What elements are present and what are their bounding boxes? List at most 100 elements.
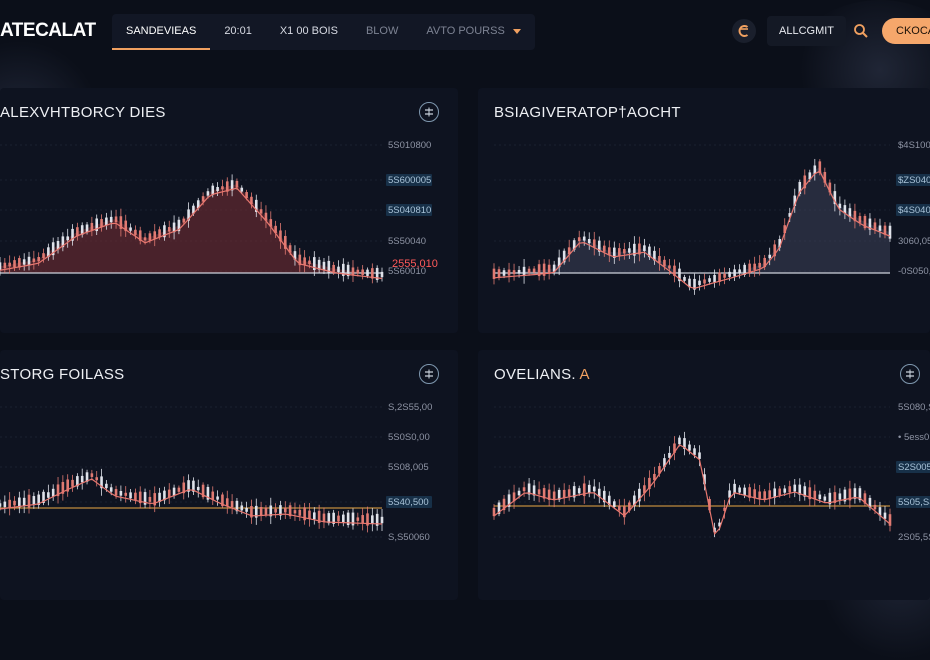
panel-settings-button[interactable] [419, 364, 439, 384]
candle-body [793, 484, 797, 492]
candle-body [748, 263, 751, 274]
candle-body [332, 512, 335, 524]
candle-body [158, 229, 161, 238]
candle-body [698, 280, 701, 286]
candle-body [172, 487, 176, 496]
candle-body [773, 488, 777, 498]
candle-body [80, 475, 84, 483]
candle-body [346, 264, 350, 277]
tab-1[interactable]: SANDEVIEAS [112, 14, 211, 50]
panel-settings-button[interactable] [419, 102, 439, 122]
candle-body [298, 254, 302, 266]
cta-button[interactable]: CKOCAO [882, 18, 930, 44]
candle-body [743, 487, 746, 495]
tab-2[interactable]: 20:01 [224, 25, 252, 37]
panel-title: ALEXVHTBORCY DIES [0, 104, 166, 121]
candle-body [196, 486, 200, 491]
candle-body [818, 494, 822, 500]
candle-body [308, 510, 311, 520]
candle-body [22, 497, 26, 506]
candlestick-chart[interactable]: S,2S55,00 5S0S0,00 5S08,005 5S40,500 S,S5006… [0, 350, 458, 600]
candle-body [134, 229, 137, 235]
candle-body [37, 256, 40, 262]
candle-body [76, 227, 79, 237]
candle-body [738, 269, 741, 274]
nav-tabs: SANDEVIEAS 20:01 X1 00 BOIS BLOW AVTO PO… [112, 14, 535, 50]
candle-body [492, 268, 496, 279]
candle-body [172, 222, 176, 233]
candle-body [71, 479, 74, 487]
candle-body [633, 495, 636, 507]
candle-body [264, 507, 268, 515]
candle-body [613, 501, 616, 507]
moving-average-line [0, 187, 383, 280]
panel-title-accent: A [579, 366, 590, 383]
candle-body [638, 243, 641, 255]
candle-body [308, 260, 311, 265]
candle-body [124, 220, 128, 232]
candle-body [828, 492, 832, 505]
candle-body [808, 487, 812, 500]
tab-5-dropdown[interactable]: AVTO POURSS [412, 14, 534, 50]
candle-body [269, 505, 273, 517]
candle-body [868, 218, 872, 230]
candle-body [56, 484, 60, 497]
candle-body [653, 473, 656, 481]
candle-body [813, 490, 817, 500]
candlestick-chart[interactable]: 5S010800 5S600005 5S040810 5S50040 5S6001025… [0, 88, 458, 333]
candlestick-chart[interactable]: 5S080,S0 • 5ess0,00 S2S005,00 5S05,SSO 2S05,… [478, 350, 930, 600]
candle-body [843, 205, 847, 214]
candle-body [375, 267, 379, 280]
candle-body [3, 262, 7, 269]
candle-body [254, 199, 258, 212]
candle-body [798, 181, 802, 194]
panel-title: STORG FOILASS [0, 366, 125, 383]
candle-body [497, 502, 501, 514]
brand-c-button[interactable] [732, 19, 756, 43]
candle-body [788, 486, 792, 493]
candle-body [643, 245, 646, 252]
candle-body [863, 215, 867, 229]
candle-body [888, 514, 892, 526]
candle-body [187, 480, 190, 492]
candle-body [703, 474, 706, 485]
chart-panel-3: STORG FOILASS S,2S55,00 5S0S0,00 5S08,005 5… [0, 350, 458, 600]
candle-body [109, 216, 113, 223]
candle-body [848, 488, 852, 501]
candle-body [567, 489, 571, 497]
candle-body [607, 247, 611, 256]
tab-4[interactable]: BLOW [365, 25, 399, 37]
price-label: S,S50060 [388, 532, 430, 543]
candle-body [793, 195, 797, 206]
candle-body [298, 509, 302, 516]
candle-body [803, 175, 807, 189]
candle-body [313, 512, 316, 520]
candle-body [858, 216, 862, 223]
candle-body [71, 228, 74, 241]
candle-body [148, 233, 152, 241]
candle-body [502, 270, 506, 276]
candle-body [868, 497, 872, 508]
candlestick-chart[interactable]: $4S10010 $ZS04000 $4S040S0 3060,05 -0S050,50… [478, 88, 930, 333]
candle-body [823, 496, 827, 501]
candle-body [138, 491, 142, 504]
candle-body [351, 267, 355, 275]
account-button[interactable]: ALLCGMIT [767, 16, 847, 46]
price-label: $4S040S0 [898, 205, 930, 216]
candle-body [279, 505, 282, 516]
panel-settings-button[interactable] [900, 364, 920, 384]
candle-body [356, 517, 360, 521]
candle-body [342, 514, 345, 523]
candle-body [728, 271, 731, 277]
search-button[interactable] [849, 19, 873, 43]
app-logo: ATECALAT [0, 20, 96, 41]
candle-body [322, 513, 326, 523]
tab-3[interactable]: X1 00 BOIS [279, 25, 338, 37]
candle-body [371, 268, 374, 279]
price-label-highlight [896, 461, 930, 473]
candle-body [114, 216, 118, 223]
candle-body [703, 279, 706, 284]
candle-body [3, 501, 7, 508]
candle-body [90, 473, 94, 477]
candle-body [240, 187, 244, 192]
